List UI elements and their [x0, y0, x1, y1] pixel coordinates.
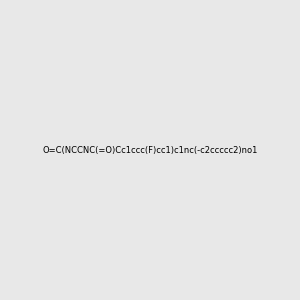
- Text: O=C(NCCNC(=O)Cc1ccc(F)cc1)c1nc(-c2ccccc2)no1: O=C(NCCNC(=O)Cc1ccc(F)cc1)c1nc(-c2ccccc2…: [42, 146, 258, 154]
